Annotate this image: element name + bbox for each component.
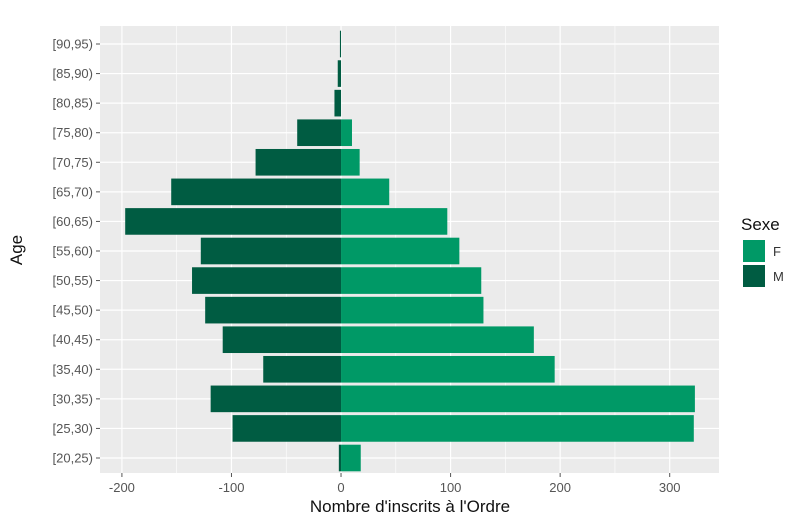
y-tick-label: [50,55) [53, 273, 93, 288]
x-tick-labels: -200 -100 0 100 200 300 [109, 473, 681, 495]
y-tick-label: [55,60) [53, 244, 93, 259]
bar-m [297, 119, 342, 147]
bar-m [192, 267, 342, 294]
x-tick-label: 300 [659, 480, 681, 495]
bar-f [341, 148, 360, 176]
y-tick-label: [75,80) [53, 125, 93, 140]
legend-label-f: F [773, 244, 781, 259]
y-tick-label: [60,65) [53, 214, 93, 229]
y-tick-label: [20,25) [53, 451, 93, 466]
y-tick-label: [25,30) [53, 421, 93, 436]
bar-f [341, 444, 361, 472]
y-tick-label: [35,40) [53, 362, 93, 377]
y-tick-label: [80,85) [53, 96, 93, 111]
legend-label-m: M [773, 269, 784, 284]
bar-m [255, 148, 342, 176]
bar-f [341, 355, 555, 383]
bar-m [263, 355, 342, 383]
legend-swatch-f [743, 240, 765, 262]
y-tick-label: [65,70) [53, 184, 93, 199]
y-axis-title: Age [7, 235, 26, 265]
x-tick-label: 100 [440, 480, 462, 495]
bar-f [341, 385, 695, 413]
x-tick-label: -100 [218, 480, 244, 495]
y-tick-label: [40,45) [53, 332, 93, 347]
y-tick-label: [45,50) [53, 303, 93, 318]
x-tick-label: -200 [109, 480, 135, 495]
y-tick-label: [90,95) [53, 37, 93, 52]
bar-f [341, 267, 482, 294]
x-tick-label: 0 [337, 480, 344, 495]
bar-f [341, 178, 390, 206]
bar-f [341, 119, 352, 147]
y-tick-label: [85,90) [53, 66, 93, 81]
legend-swatch-m [743, 265, 765, 287]
y-tick-label: [70,75) [53, 155, 93, 170]
bar-m [200, 237, 342, 265]
x-axis-title: Nombre d'inscrits à l'Ordre [310, 497, 510, 516]
legend: Sexe F M [741, 215, 784, 287]
bar-f [341, 296, 484, 324]
legend-title: Sexe [741, 215, 780, 234]
bar-f [341, 415, 694, 442]
bar-m [210, 385, 342, 413]
bar-m [205, 296, 342, 324]
x-tick-label: 200 [549, 480, 571, 495]
bar-m [339, 30, 342, 58]
bar-m [171, 178, 342, 206]
bar-f [341, 237, 460, 265]
bar-m [125, 208, 342, 235]
bar-m [222, 326, 342, 354]
bar-m [334, 89, 342, 117]
bar-m [232, 415, 342, 442]
y-tick-label: [30,35) [53, 391, 93, 406]
bar-f [341, 326, 534, 354]
bar-m [337, 60, 342, 87]
y-tick-labels: [20,25) [25,30) [30,35) [35,40) [40,45) [45,5… [53, 37, 100, 466]
bar-layer [125, 30, 695, 472]
bar-f [341, 208, 448, 235]
bar-m [338, 444, 342, 472]
